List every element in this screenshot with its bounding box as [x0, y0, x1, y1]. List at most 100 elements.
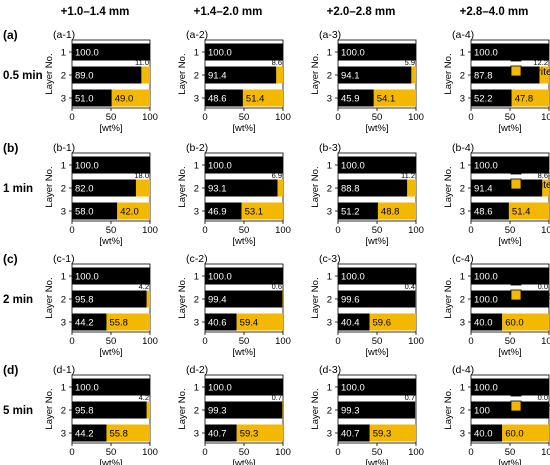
panel: (b-4) Layer No. 100.0 1 91.4 8.6 2 48.6 51.4 30 50…	[443, 142, 550, 247]
layer-tick-label: 1	[460, 272, 465, 283]
panel-label: (c-3)	[319, 253, 341, 265]
x-axis-title: [wt%]	[365, 347, 388, 358]
x-axis-title: [wt%]	[99, 458, 122, 465]
layer-tick-label: 2	[61, 71, 66, 82]
coal-value-label: 40.6	[208, 318, 227, 329]
x-tick-label: 0	[69, 447, 74, 458]
pyrite-bar	[141, 66, 150, 84]
coal-bar	[72, 378, 150, 396]
legend-label: Pyrite	[525, 179, 550, 191]
row-time-label: 2 min	[3, 294, 33, 306]
pyrite-bar	[282, 401, 283, 419]
panel-label: (c-1)	[53, 253, 75, 265]
coal-bar	[205, 401, 283, 419]
coal-bar	[72, 267, 150, 285]
layer-tick-label: 3	[61, 318, 66, 329]
coal-value-label: 48.6	[474, 207, 493, 218]
layer-tick-label: 3	[194, 207, 199, 218]
y-axis-title: Layer No.	[44, 388, 55, 429]
pyrite-bar	[369, 313, 416, 331]
x-axis-title: [wt%]	[99, 236, 122, 247]
pyrite-bar	[511, 89, 549, 107]
pyrite-bar	[411, 66, 416, 84]
panel-row: (c)2 min(c-1)Layer No.100.0195.84.2244.2…	[3, 252, 550, 358]
coal-bar	[471, 179, 543, 197]
layer-tick-label: 2	[327, 71, 332, 82]
coal-value-label: 40.0	[474, 429, 493, 440]
coal-value-label: 99.4	[208, 295, 227, 306]
pyrite-bar	[146, 401, 150, 419]
pyrite-bar	[111, 89, 150, 107]
coal-bar	[471, 43, 549, 61]
panel-row: (d)5 min(d-1)Layer No.100.0195.84.2244.2…	[3, 363, 550, 465]
x-tick-label: 50	[106, 225, 117, 236]
pyrite-value-label: 42.0	[120, 207, 138, 218]
pyrite-bar	[106, 424, 150, 442]
x-tick-label: 0	[468, 336, 473, 347]
coal-bar	[471, 378, 549, 396]
layer-tick-label: 1	[61, 383, 66, 394]
legend: Coal Pyrite	[510, 163, 550, 191]
coal-bar	[205, 313, 237, 331]
coal-value-label: 52.2	[474, 94, 493, 105]
x-tick-label: 50	[372, 112, 383, 123]
x-tick-label: 100	[408, 336, 424, 347]
coal-value-label: 40.7	[208, 429, 227, 440]
coal-bar	[471, 66, 540, 84]
legend-swatch	[510, 400, 522, 412]
y-axis-title: Layer No.	[443, 277, 454, 318]
pyrite-bar	[502, 313, 549, 331]
coal-value-label: 100.0	[75, 48, 99, 59]
pyrite-value-label: 6.9	[272, 171, 282, 180]
pyrite-value-label: 8.6	[538, 171, 548, 180]
panel: (b-3) Layer No. 100.0 1 88.8 11.2 2 51.2 48.8 30 5…	[310, 142, 424, 247]
coal-value-label: 82.0	[75, 184, 94, 195]
legend-swatch	[510, 178, 522, 190]
pyrite-bar	[502, 424, 549, 442]
coal-bar	[338, 267, 416, 285]
coal-value-label: 44.2	[75, 429, 94, 440]
x-tick-label: 50	[106, 447, 117, 458]
coal-value-label: 87.8	[474, 71, 493, 82]
x-axis-title: [wt%]	[498, 236, 521, 247]
row-time-label: 0.5 min	[3, 70, 43, 82]
legend: Coal Pyrite	[510, 50, 550, 78]
pyrite-bar	[117, 202, 150, 220]
x-tick-label: 100	[142, 336, 158, 347]
layer-tick-label: 1	[460, 383, 465, 394]
x-tick-label: 100	[142, 225, 158, 236]
coal-bar	[72, 43, 150, 61]
x-tick-label: 100	[142, 112, 158, 123]
panel-label: (d-3)	[319, 364, 341, 376]
coal-bar	[471, 424, 503, 442]
layer-tick-label: 1	[194, 48, 199, 59]
x-tick-label: 50	[106, 336, 117, 347]
legend-label: Pyrite	[525, 66, 550, 78]
panel-label: (a-2)	[186, 29, 208, 41]
coal-bar	[205, 89, 243, 107]
layer-tick-label: 1	[194, 272, 199, 283]
panel-label: (a-1)	[53, 29, 75, 41]
coal-bar	[338, 290, 416, 308]
pyrite-value-label: 11.2	[401, 171, 415, 180]
y-axis-title: Layer No.	[310, 388, 321, 429]
layer-tick-label: 2	[61, 406, 66, 417]
panel-label: (d-4)	[452, 364, 474, 376]
panel-label: (d-2)	[186, 364, 208, 376]
coal-value-label: 99.3	[208, 406, 227, 417]
legend-swatch	[510, 163, 522, 175]
pyrite-value-label: 0.0	[538, 393, 548, 402]
pyrite-bar	[373, 89, 416, 107]
coal-value-label: 100.0	[474, 272, 498, 283]
x-tick-label: 100	[275, 225, 291, 236]
coal-value-label: 45.9	[341, 94, 360, 105]
coal-bar	[205, 43, 283, 61]
panel-label: (c-4)	[452, 253, 474, 265]
panel-rows: (a)0.5 min(a-1)Layer No.100.0189.011.025…	[3, 28, 550, 465]
pyrite-bar	[377, 202, 416, 220]
pyrite-value-label: 11.0	[135, 58, 149, 67]
x-tick-label: 50	[372, 225, 383, 236]
layer-tick-label: 2	[61, 184, 66, 195]
coal-value-label: 51.0	[75, 94, 94, 105]
layer-tick-label: 1	[460, 161, 465, 172]
